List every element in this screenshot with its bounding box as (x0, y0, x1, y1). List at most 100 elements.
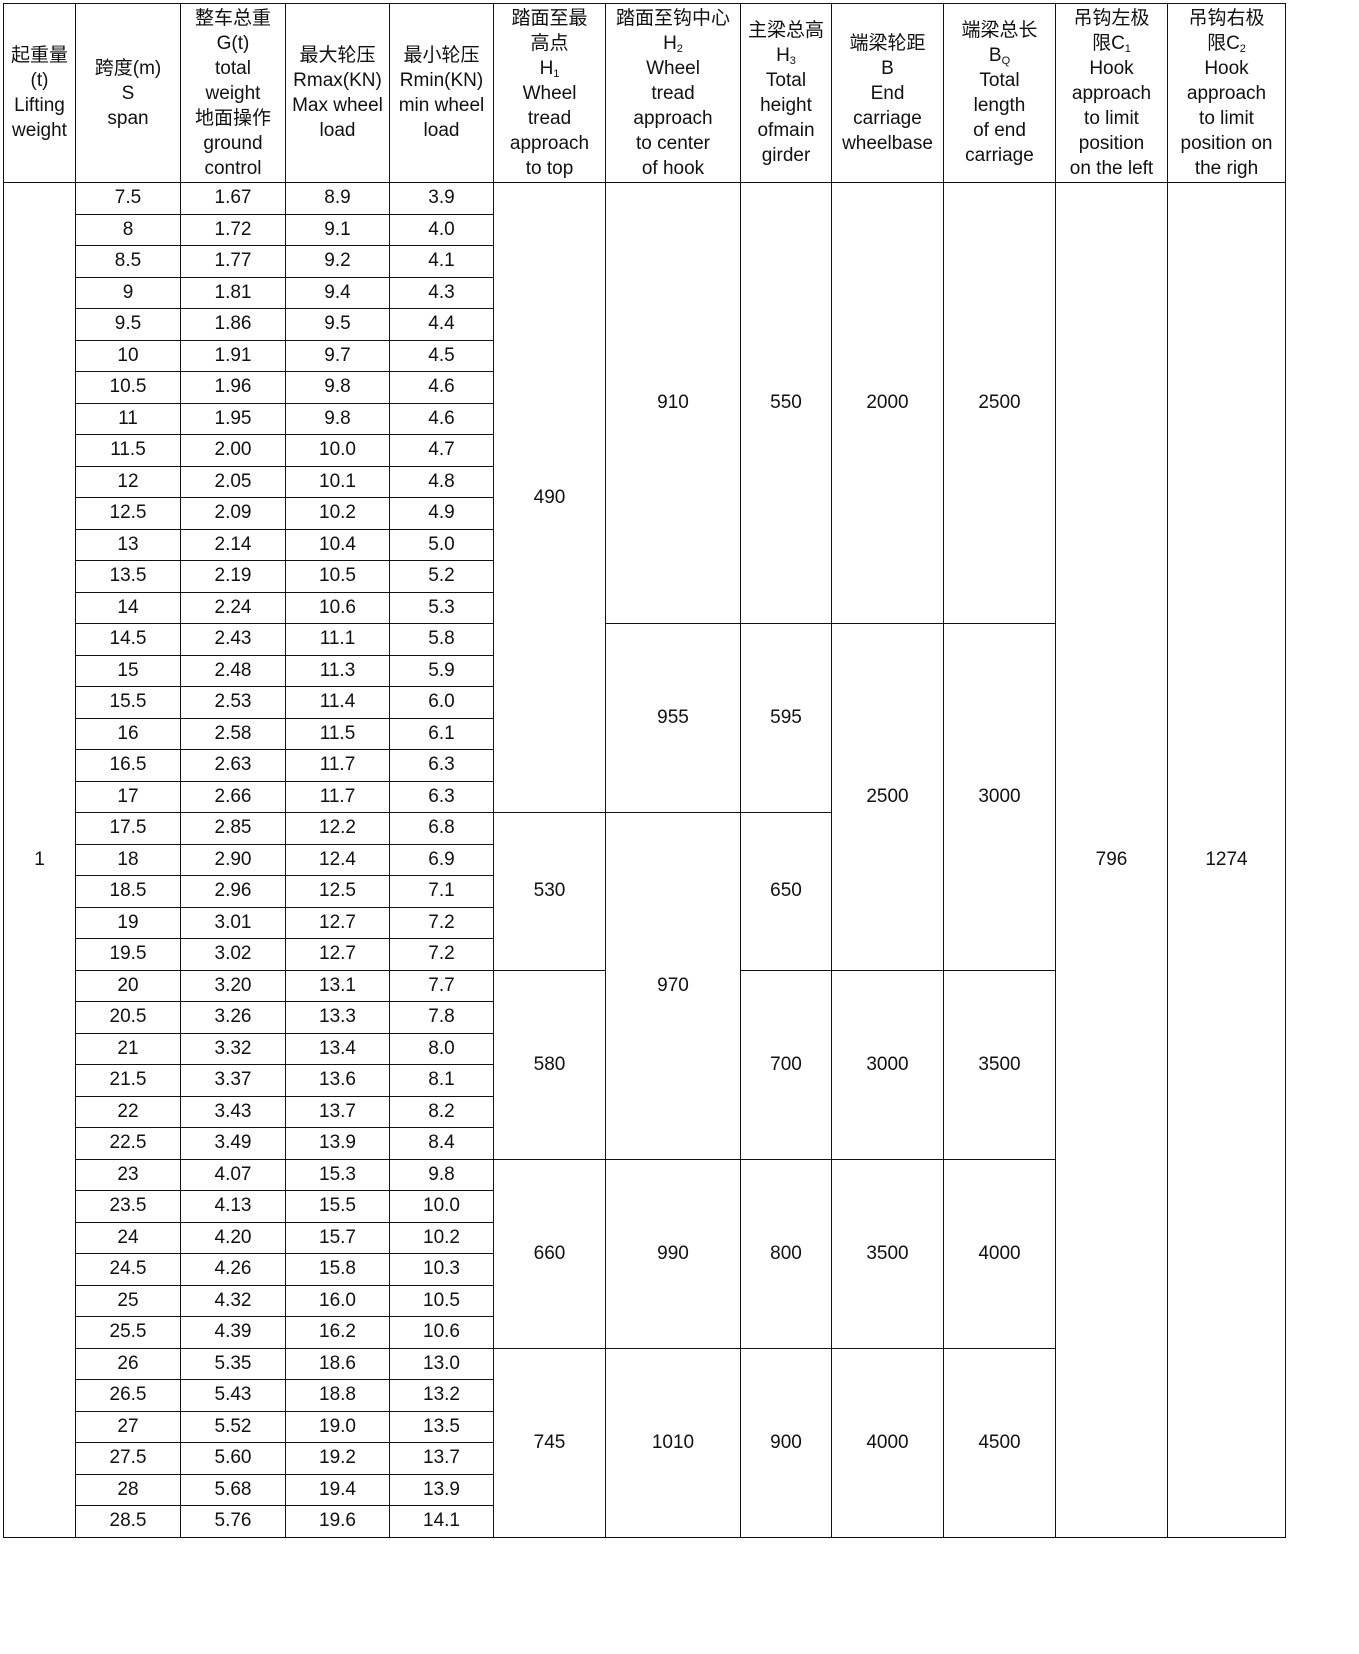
header-symbol-subscript: 1 (1124, 42, 1131, 55)
total-weight-cell: 2.09 (180, 497, 286, 530)
h2-merged-cell: 970 (605, 812, 741, 1160)
span-cell: 17.5 (75, 812, 181, 845)
total-weight-cell: 4.26 (180, 1253, 286, 1286)
span-cell: 18.5 (75, 875, 181, 908)
total-weight-cell: 3.43 (180, 1095, 286, 1128)
total-weight-cell: 2.24 (180, 591, 286, 624)
min-wheel-load-cell: 4.7 (389, 434, 494, 467)
span-cell: 24 (75, 1221, 181, 1254)
min-wheel-load-cell: 6.1 (389, 717, 494, 750)
total-weight-cell: 5.35 (180, 1347, 286, 1380)
total-weight-cell: 2.90 (180, 843, 286, 876)
header-line: S (121, 82, 135, 104)
bq-merged-cell: 4000 (943, 1158, 1056, 1349)
table-row: 17.5 2.85 12.2 6.8 530 970 650 (4, 812, 1286, 1160)
header-symbol-main: H (776, 45, 790, 66)
span-cell: 25 (75, 1284, 181, 1317)
total-weight-cell: 2.63 (180, 749, 286, 782)
header-line: carriage (853, 107, 922, 129)
table-row: 24 4.20 15.7 10.2 (4, 1221, 1286, 1254)
total-weight-cell: 5.68 (180, 1473, 286, 1506)
header-line: 地面操作 (194, 107, 271, 129)
header-symbol-main: 限C (1092, 32, 1125, 54)
table-row: 28.5 5.76 19.6 14.1 (4, 1505, 1286, 1538)
max-wheel-load-cell: 9.5 (285, 308, 390, 341)
table-row: 15 2.48 11.3 5.9 (4, 654, 1286, 687)
total-weight-cell: 5.43 (180, 1379, 286, 1412)
header-symbol: H3 (741, 43, 831, 68)
min-wheel-load-cell: 13.9 (389, 1473, 494, 1506)
h3-merged-cell: 595 (740, 623, 832, 813)
min-wheel-load-cell: 6.9 (389, 843, 494, 876)
header-line: min wheel (398, 95, 485, 116)
table-row: 8.5 1.77 9.2 4.1 (4, 245, 1286, 278)
min-wheel-load-cell: 14.1 (389, 1505, 494, 1538)
max-wheel-load-cell: 19.4 (285, 1473, 390, 1506)
span-cell: 25.5 (75, 1316, 181, 1349)
min-wheel-load-cell: 9.8 (389, 1158, 494, 1191)
total-weight-cell: 1.67 (180, 182, 286, 215)
max-wheel-load-cell: 11.3 (285, 654, 390, 687)
bq-merged-cell: 2500 (943, 182, 1056, 624)
span-cell: 12 (75, 465, 181, 498)
header-line: 端梁轮距 (849, 32, 926, 54)
total-weight-cell: 1.95 (180, 402, 286, 435)
header-line: to limit (1084, 107, 1139, 129)
table-row: 12 2.05 10.1 4.8 (4, 465, 1286, 498)
span-cell: 20 (75, 969, 181, 1002)
max-wheel-load-cell: 9.8 (285, 371, 390, 404)
header-line: span (107, 107, 149, 129)
header-line: 踏面至最 (511, 7, 588, 29)
total-weight-cell: 3.49 (180, 1127, 286, 1160)
max-wheel-load-cell: 18.8 (285, 1379, 390, 1412)
max-wheel-load-cell: 11.5 (285, 717, 390, 750)
min-wheel-load-cell: 3.9 (389, 182, 494, 215)
table-row: 22 3.43 13.7 8.2 (4, 1095, 1286, 1128)
b-merged-cell: 2500 (831, 623, 944, 971)
total-weight-cell: 1.81 (180, 276, 286, 309)
table-row: 19 3.01 12.7 7.2 (4, 906, 1286, 939)
table-row: 22.5 3.49 13.9 8.4 (4, 1127, 1286, 1160)
min-wheel-load-cell: 4.6 (389, 371, 494, 404)
min-wheel-load-cell: 6.3 (389, 749, 494, 782)
header-symbol-subscript: 2 (676, 42, 683, 55)
column-header-h1: 踏面至最 高点 H1 Wheel tread approach to top (493, 3, 606, 183)
table-row: 14.5 2.43 11.1 5.8 955 595 2500 3000 (4, 623, 1286, 971)
max-wheel-load-cell: 9.4 (285, 276, 390, 309)
max-wheel-load-cell: 10.1 (285, 465, 390, 498)
max-wheel-load-cell: 13.1 (285, 969, 390, 1002)
span-cell: 11.5 (75, 434, 181, 467)
span-cell: 26 (75, 1347, 181, 1380)
span-cell: 8 (75, 213, 181, 246)
min-wheel-load-cell: 8.4 (389, 1127, 494, 1160)
min-wheel-load-cell: 4.4 (389, 308, 494, 341)
max-wheel-load-cell: 13.4 (285, 1032, 390, 1065)
bq-merged-cell: 4500 (943, 1347, 1056, 1538)
span-cell: 19.5 (75, 938, 181, 971)
min-wheel-load-cell: 5.0 (389, 528, 494, 561)
max-wheel-load-cell: 10.2 (285, 497, 390, 530)
span-cell: 7.5 (75, 182, 181, 215)
table-row: 15.5 2.53 11.4 6.0 (4, 686, 1286, 719)
b-merged-cell: 3500 (831, 1158, 944, 1349)
max-wheel-load-cell: 12.7 (285, 906, 390, 939)
header-symbol: H2 (606, 31, 740, 56)
column-header-lifting-weight: 起重量 (t) Lifting weight (3, 3, 76, 183)
table-row: 26.5 5.43 18.8 13.2 (4, 1379, 1286, 1412)
header-line: 整车总重 (194, 7, 271, 29)
min-wheel-load-cell: 13.2 (389, 1379, 494, 1412)
max-wheel-load-cell: 8.9 (285, 182, 390, 215)
table-row: 12.5 2.09 10.2 4.9 (4, 497, 1286, 530)
min-wheel-load-cell: 4.1 (389, 245, 494, 278)
header-line: position (1078, 132, 1145, 154)
header-line: Rmax(KN) (293, 70, 382, 91)
header-line: 起重量 (10, 45, 68, 66)
span-cell: 15.5 (75, 686, 181, 719)
header-line: Max wheel (292, 95, 383, 116)
header-line: (t) (30, 70, 49, 91)
total-weight-cell: 2.53 (180, 686, 286, 719)
table-row: 13 2.14 10.4 5.0 (4, 528, 1286, 561)
total-weight-cell: 5.60 (180, 1442, 286, 1475)
max-wheel-load-cell: 15.8 (285, 1253, 390, 1286)
